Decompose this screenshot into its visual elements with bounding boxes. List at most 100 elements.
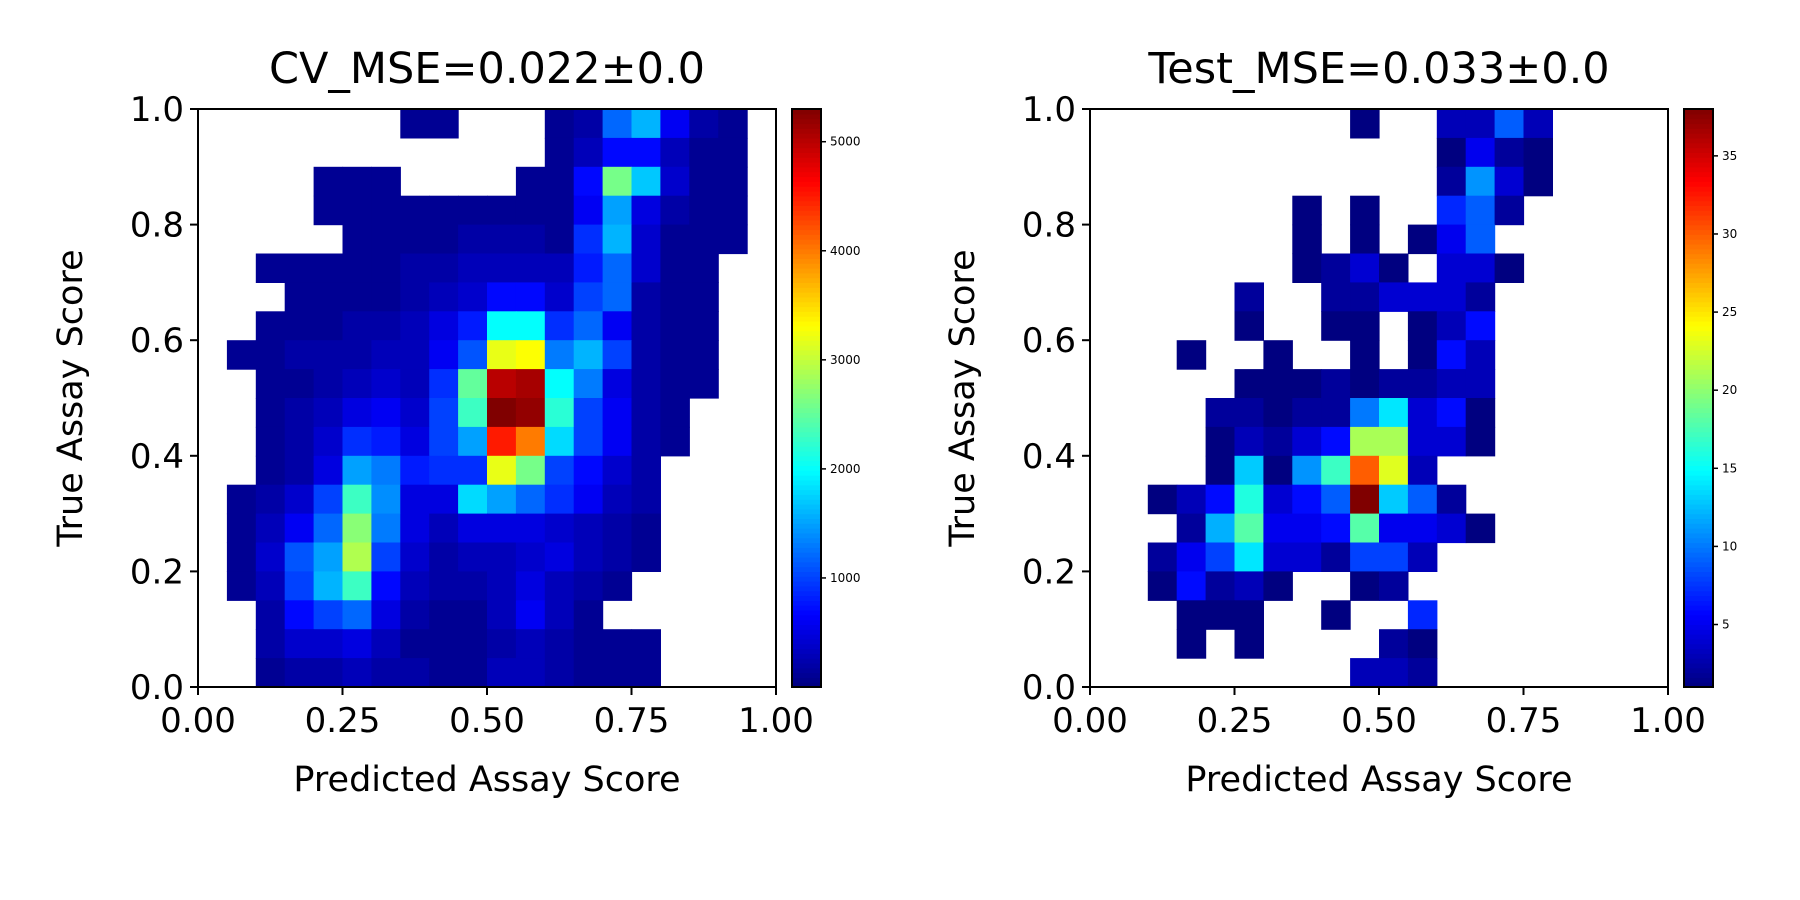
- heatmap-cell: [1436, 340, 1467, 370]
- heatmap-cell: [1465, 426, 1496, 457]
- colorbar-segment: [1684, 128, 1713, 134]
- colorbar-tick-label: 10: [1722, 539, 1737, 553]
- heatmap-cell: [1436, 166, 1467, 197]
- heatmap-cell: [1263, 484, 1293, 515]
- heatmap-cell: [573, 195, 604, 226]
- colorbar-segment: [1684, 210, 1713, 216]
- heatmap-cell: [371, 311, 401, 341]
- heatmap-cell: [371, 571, 401, 601]
- heatmap-cell: [544, 224, 575, 255]
- heatmap-cell: [226, 513, 257, 544]
- heatmap-cell: [544, 195, 575, 226]
- heatmap-cell: [631, 137, 661, 168]
- heatmap-cell: [631, 398, 661, 428]
- heatmap-cell: [1436, 253, 1467, 283]
- colorbar-segment: [792, 186, 821, 192]
- heatmap-cell: [429, 513, 459, 544]
- colorbar-segment: [792, 219, 821, 226]
- colorbar-segment: [792, 677, 821, 683]
- heatmap-cell: [573, 253, 604, 283]
- heatmap-cell: [573, 224, 604, 255]
- y-tick-label: 0.2: [130, 552, 184, 592]
- heatmap-cell: [458, 369, 488, 399]
- colorbar-segment: [1684, 345, 1713, 351]
- heatmap-cell: [284, 253, 315, 283]
- colorbar-segment: [792, 239, 821, 245]
- colorbar-segment: [792, 600, 821, 606]
- heatmap-cell: [429, 253, 459, 283]
- colorbar-segment: [1684, 624, 1713, 630]
- heatmap-cell: [400, 600, 430, 630]
- colorbar-segment: [792, 190, 821, 197]
- heatmap-cell: [429, 224, 459, 255]
- colorbar-segment: [1684, 455, 1713, 462]
- heatmap-cell: [342, 484, 372, 515]
- heatmap-cell: [1379, 253, 1409, 283]
- heatmap-cell: [1407, 398, 1438, 428]
- heatmap-cell: [1321, 513, 1351, 544]
- heatmap-cell: [1292, 369, 1322, 399]
- colorbar-segment: [1684, 142, 1713, 149]
- heatmap-cell: [660, 369, 690, 399]
- heatmap-cell: [458, 542, 488, 572]
- heatmap-cell: [400, 571, 430, 601]
- colorbar-segment: [1684, 614, 1713, 621]
- heatmap-cell: [487, 224, 517, 255]
- colorbar-segment: [792, 340, 821, 346]
- heatmap-cell: [1147, 542, 1178, 572]
- colorbar-tick-label: 1000: [830, 571, 861, 585]
- colorbar-tick-label: 2000: [830, 462, 861, 476]
- colorbar-segment: [1684, 643, 1713, 650]
- heatmap-cell: [284, 484, 315, 515]
- heatmap-cell: [1321, 455, 1351, 486]
- colorbar-segment: [792, 658, 821, 664]
- colorbar-segment: [1684, 219, 1713, 226]
- colorbar-segment: [792, 528, 821, 534]
- heatmap-cell: [689, 224, 719, 255]
- colorbar-segment: [792, 292, 821, 298]
- heatmap-cell: [689, 340, 719, 370]
- heatmap-cell: [573, 426, 604, 457]
- heatmap-cell: [718, 166, 748, 197]
- heatmap-cell: [1465, 166, 1496, 197]
- heatmap-cell: [660, 195, 690, 226]
- colorbar-segment: [1684, 359, 1713, 365]
- colorbar-segment: [792, 383, 821, 389]
- heatmap-cell: [689, 166, 719, 197]
- heatmap-cell: [400, 542, 430, 572]
- heatmap-cell: [487, 484, 517, 515]
- colorbar-segment: [792, 113, 821, 120]
- colorbar-segment: [1684, 638, 1713, 645]
- heatmap-cell: [371, 166, 401, 197]
- colorbar-segment: [792, 195, 821, 202]
- colorbar-segment: [1684, 576, 1713, 582]
- x-tick-label: 0.25: [305, 701, 381, 741]
- heatmap-cell: [429, 629, 459, 659]
- heatmap-cell: [1523, 166, 1553, 197]
- heatmap-cell: [1205, 455, 1236, 486]
- heatmap-cell: [226, 340, 257, 370]
- colorbar-segment: [1684, 609, 1713, 616]
- heatmap-cell: [342, 282, 372, 312]
- heatmap-cell: [1350, 571, 1380, 601]
- heatmap-cell: [1234, 426, 1264, 457]
- heatmap-cell: [631, 166, 661, 197]
- heatmap-cell: [631, 195, 661, 226]
- heatmap-cell: [1350, 282, 1380, 312]
- colorbar-segment: [792, 359, 821, 365]
- heatmap-cell: [313, 311, 344, 341]
- heatmap-cell: [1494, 166, 1525, 197]
- y-tick-label: 0.6: [130, 321, 184, 361]
- heatmap-cell: [371, 398, 401, 428]
- colorbar-segment: [792, 311, 821, 317]
- heatmap-cell: [544, 166, 575, 197]
- heatmap-cell: [371, 658, 401, 688]
- colorbar-segment: [792, 590, 821, 597]
- colorbar-segment: [792, 267, 821, 274]
- colorbar-segment: [792, 200, 821, 206]
- heatmap-cell: [400, 340, 430, 370]
- colorbar-segment: [792, 388, 821, 394]
- heatmap-cell: [342, 195, 372, 226]
- heatmap-cell: [515, 513, 546, 544]
